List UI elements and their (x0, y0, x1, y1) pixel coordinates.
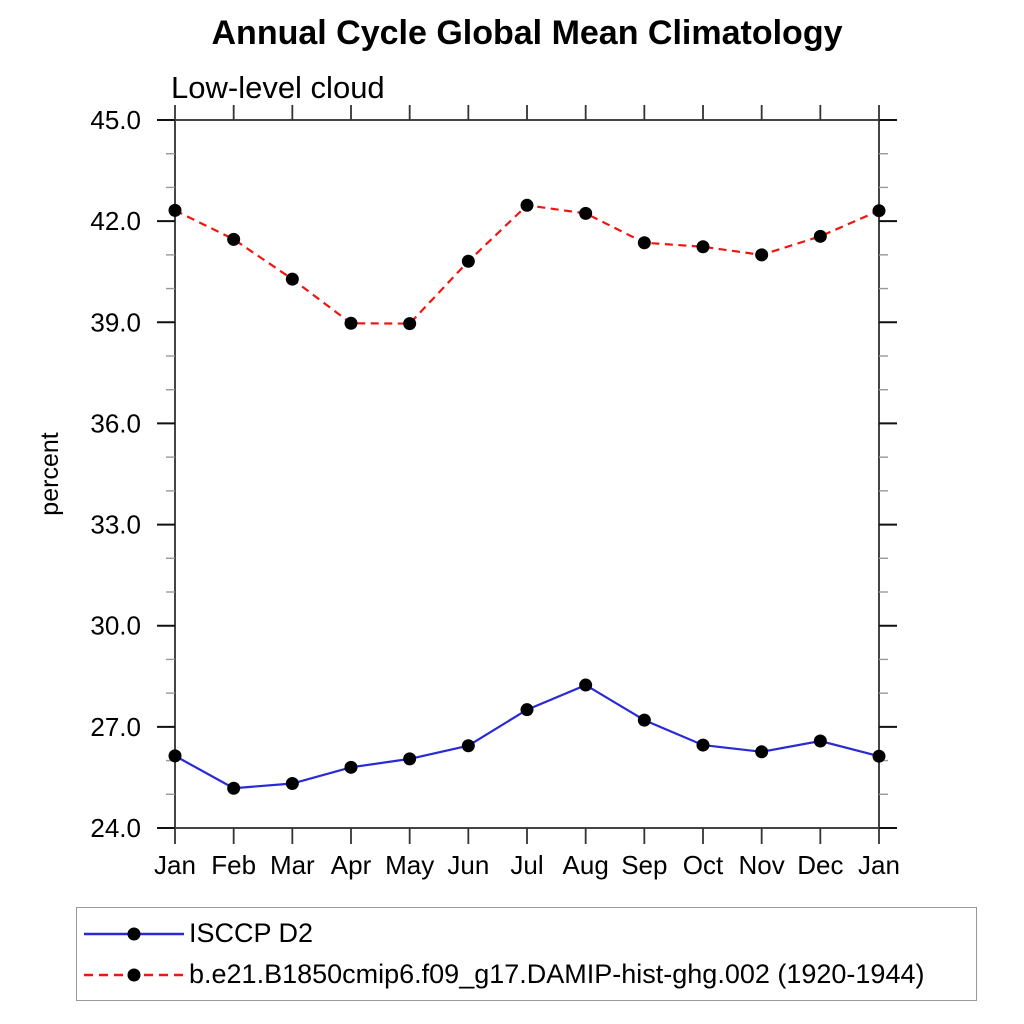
data-point (461, 254, 475, 268)
data-point (344, 760, 358, 774)
data-point (227, 232, 241, 246)
y-tick-label: 42.0 (90, 206, 141, 236)
data-point (696, 240, 710, 254)
data-point (285, 272, 299, 286)
data-point (872, 204, 886, 218)
x-tick-label: Nov (739, 850, 785, 880)
data-point (168, 749, 182, 763)
legend-line-sample-solid (84, 927, 184, 940)
data-point (344, 316, 358, 330)
chart-title: Annual Cycle Global Mean Climatology (211, 14, 843, 52)
data-point (872, 749, 886, 763)
y-tick-label: 24.0 (90, 813, 141, 843)
data-point (637, 236, 651, 250)
x-tick-label: Apr (331, 850, 372, 880)
legend-item-isccp: ISCCP D2 (81, 917, 976, 951)
data-point (813, 229, 827, 243)
x-tick-label: Jun (447, 850, 489, 880)
y-tick-label: 36.0 (90, 408, 141, 438)
data-point (461, 739, 475, 753)
data-point (637, 713, 651, 727)
y-tick-label: 39.0 (90, 307, 141, 337)
legend: ISCCP D2 b.e21.B1850cmip6.f09_g17.DAMIP-… (76, 907, 977, 1001)
x-tick-label: Mar (270, 850, 315, 880)
y-axis-label: percent (36, 432, 64, 515)
legend-marker-icon (127, 968, 141, 981)
data-point (696, 738, 710, 752)
data-point (579, 678, 593, 692)
y-tick-label: 33.0 (90, 510, 141, 540)
y-tick-label: 30.0 (90, 611, 141, 641)
x-tick-label: Aug (563, 850, 609, 880)
data-point (755, 248, 769, 262)
data-point (813, 734, 827, 748)
data-point (285, 776, 299, 790)
data-point (755, 745, 769, 759)
x-tick-label: Jul (510, 850, 543, 880)
series-line-1 (174, 204, 880, 325)
x-tick-label: Feb (211, 850, 256, 880)
plot-frame (174, 119, 880, 829)
x-tick-label: Jan (154, 850, 196, 880)
legend-label: b.e21.B1850cmip6.f09_g17.DAMIP-hist-ghg.… (189, 959, 925, 989)
legend-label: ISCCP D2 (189, 918, 314, 948)
x-tick-label: Oct (683, 850, 724, 880)
data-point (227, 781, 241, 795)
y-tick-label: 45.0 (90, 105, 141, 135)
x-tick-label: Jan (858, 850, 900, 880)
legend-line-sample-dashed (84, 968, 184, 981)
x-tick-label: Sep (621, 850, 667, 880)
data-point (520, 703, 534, 717)
data-point (403, 317, 417, 331)
legend-item-model: b.e21.B1850cmip6.f09_g17.DAMIP-hist-ghg.… (81, 958, 976, 992)
x-tick-label: May (385, 850, 434, 880)
data-point (403, 752, 417, 766)
legend-marker-icon (127, 927, 141, 940)
data-point (579, 206, 593, 220)
x-tick-label: Dec (797, 850, 843, 880)
y-tick-label: 27.0 (90, 712, 141, 742)
data-point (168, 203, 182, 217)
chart-subtitle: Low-level cloud (171, 70, 385, 105)
series-line-0 (174, 683, 880, 790)
data-point (520, 198, 534, 212)
